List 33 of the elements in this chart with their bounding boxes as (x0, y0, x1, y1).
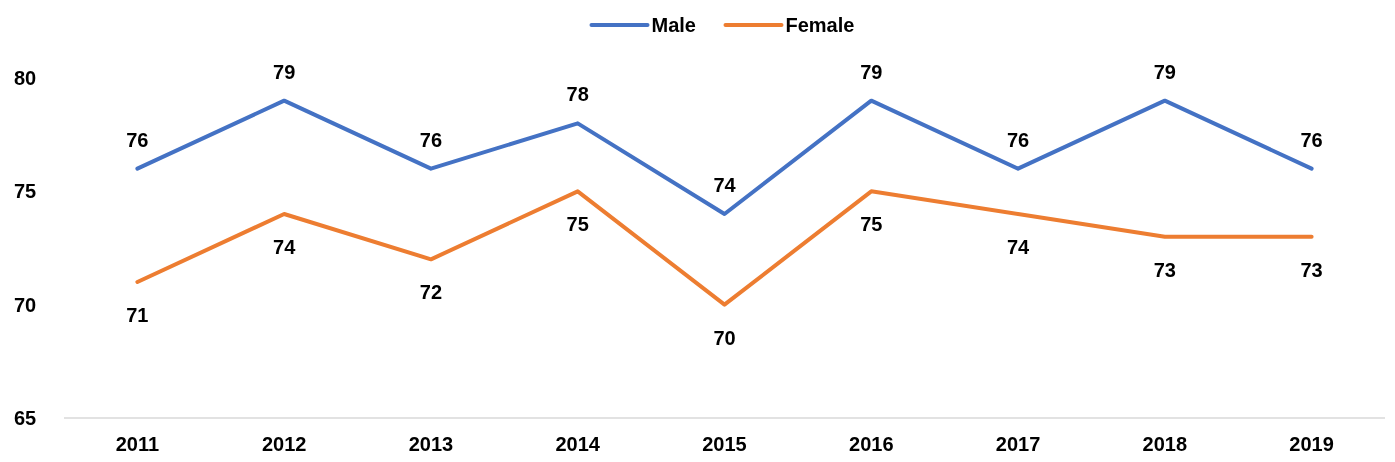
data-label: 74 (273, 236, 297, 258)
x-tick-label: 2013 (408, 433, 454, 455)
x-tick-label: 2019 (1289, 433, 1334, 455)
x-tick-label: 2017 (995, 433, 1041, 455)
data-label: 71 (126, 304, 149, 326)
data-label: 70 (713, 326, 736, 349)
data-label: 72 (419, 281, 443, 304)
data-label: 79 (1153, 60, 1176, 83)
x-tick-label: 2011 (115, 433, 160, 455)
data-label: 74 (713, 174, 737, 196)
data-label: 78 (566, 83, 589, 106)
data-label: 74 (1006, 236, 1031, 258)
legend-label: Male (651, 14, 696, 36)
y-tick-label: 80 (13, 67, 37, 89)
data-label: 76 (1006, 128, 1030, 151)
x-tick-label: 2016 (849, 433, 894, 455)
y-tick-label: 65 (13, 407, 37, 429)
data-label: 76 (1300, 128, 1323, 151)
data-label: 79 (273, 60, 296, 83)
data-label: 76 (419, 128, 443, 151)
y-tick-label: 70 (13, 293, 37, 316)
y-tick-label: 75 (13, 180, 37, 203)
legend-label: Female (785, 14, 855, 36)
data-label: 73 (1153, 258, 1176, 281)
x-tick-label: 2014 (555, 433, 601, 455)
data-label: 73 (1300, 258, 1323, 281)
x-tick-label: 2018 (1142, 433, 1188, 455)
data-label: 79 (860, 60, 883, 83)
data-label: 75 (860, 213, 883, 236)
x-tick-label: 2015 (702, 433, 747, 455)
data-label: 76 (126, 128, 149, 151)
data-label: 75 (566, 213, 589, 236)
x-tick-label: 2012 (261, 433, 307, 455)
